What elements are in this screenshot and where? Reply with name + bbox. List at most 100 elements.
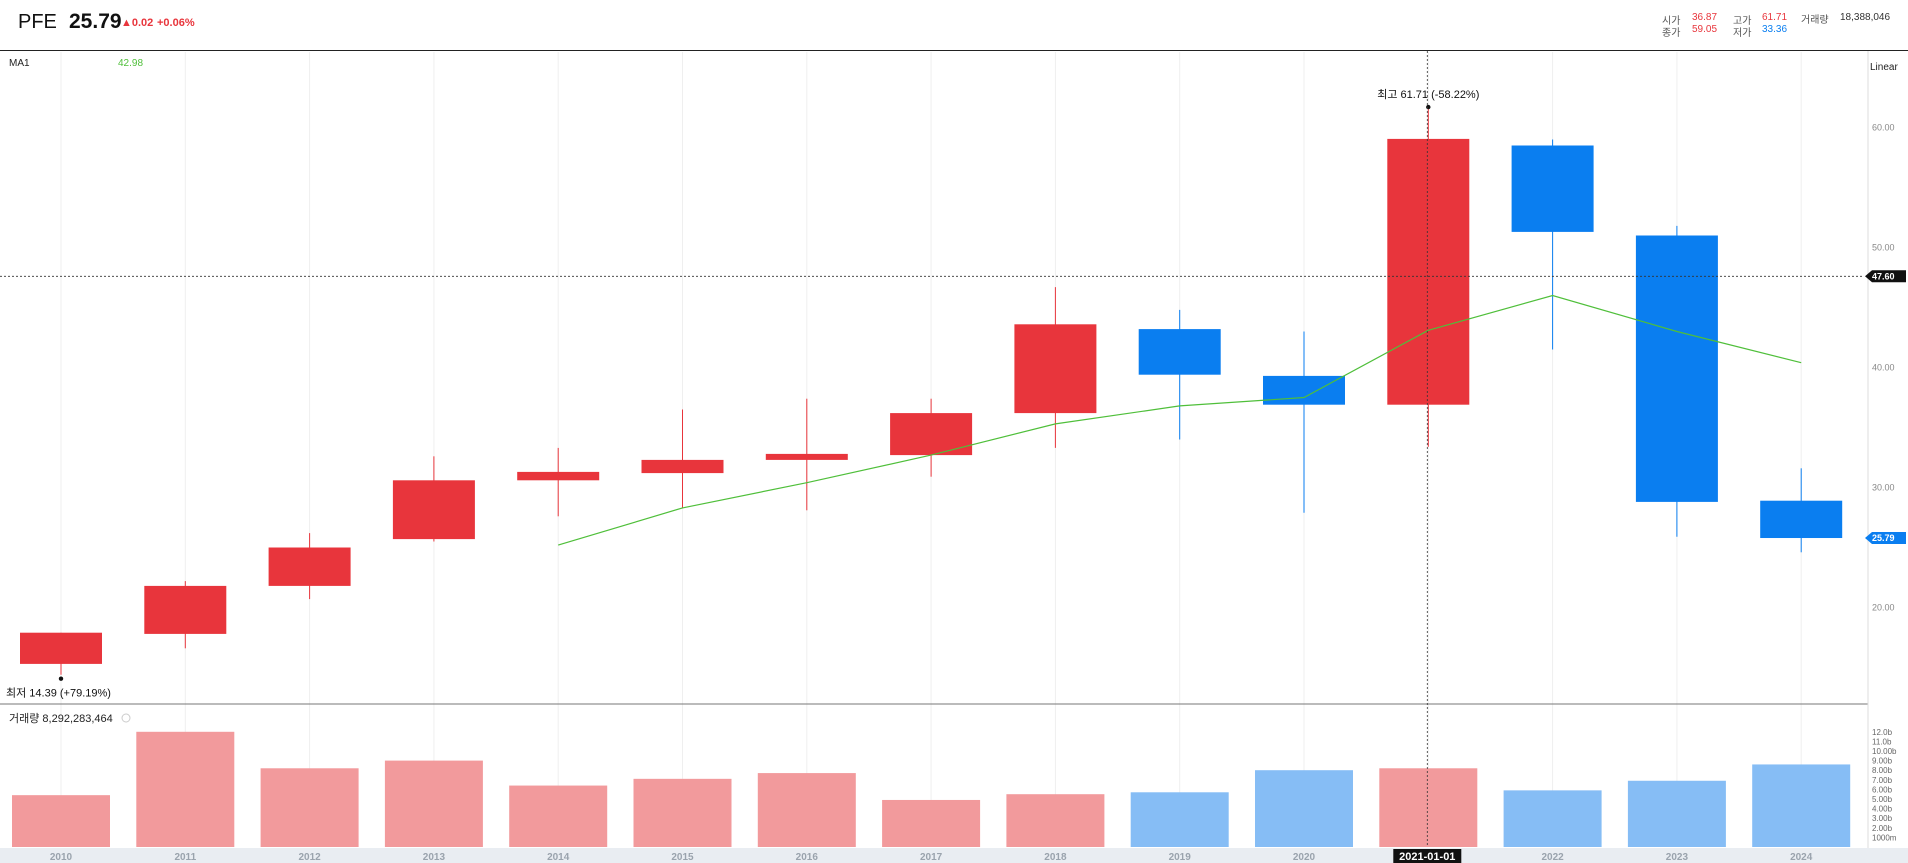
candle-body-2010 (20, 632, 102, 664)
time-tick-label: 2015 (671, 852, 694, 863)
volume-bar-2018 (1006, 794, 1105, 847)
ma-line (558, 294, 1802, 546)
stat-low-label: 저가 (1733, 28, 1752, 39)
volume-bar-2013 (384, 760, 483, 847)
volume-bars (12, 731, 1851, 847)
symbol[interactable]: PFE (18, 11, 57, 33)
time-tick-label: 2018 (1044, 852, 1067, 863)
volume-bar-2017 (882, 799, 981, 847)
candle-body-2014 (517, 471, 600, 481)
grid (0, 51, 1908, 863)
candle-body-2024 (1760, 500, 1843, 539)
volume-bar-2010 (12, 795, 110, 847)
volume-close-icon (121, 713, 131, 723)
volume-bar-2015 (633, 778, 732, 847)
stat-open-label: 시가 (1662, 16, 1681, 27)
scale-mode-label: Linear (1870, 62, 1898, 73)
stat-low-value: 33.36 (1762, 24, 1788, 35)
time-tick-label: 2010 (50, 852, 73, 863)
time-tick-label: 2023 (1666, 852, 1689, 863)
price-tick-label: 50.00 (1872, 243, 1895, 253)
last-price-flag (1865, 532, 1906, 545)
volume-tick-label: 2.00b (1872, 824, 1893, 833)
stat-low: 저가 (1733, 24, 1751, 39)
last-price: 25.79 (69, 10, 122, 33)
volume-bar-2023 (1627, 780, 1726, 847)
candle-body-2016 (765, 453, 848, 460)
volume-bar-2011 (136, 731, 235, 847)
stat-close-value: 59.05 (1692, 24, 1718, 35)
volume-tick-label: 11.0b (1872, 737, 1892, 746)
stat-volume-value: 18,388,046 (1840, 12, 1891, 23)
volume-tick-label: 8.00b (1872, 766, 1893, 775)
candle-body-2017 (890, 413, 973, 456)
price-tick-label: 40.00 (1872, 363, 1895, 373)
stat-high-label: 고가 (1733, 16, 1752, 27)
stat-volume-label: 거래량 (1801, 15, 1829, 26)
stat-high-value: 61.71 (1762, 12, 1788, 23)
crosshair-price-flag (1865, 270, 1906, 283)
quote-header: PFE 25.79 ▲0.02 +0.06% 시가 36.87 고가 61.71… (0, 0, 1908, 51)
ma-line (558, 294, 1802, 546)
min-annotation: 최저 14.39 (+79.19%) (6, 687, 111, 700)
volume-tick-label: 6.00b (1872, 785, 1893, 794)
time-axis-bg (0, 848, 1908, 863)
price-change: ▲0.02 (121, 17, 154, 29)
crosshair-date-label: 2021-01-01 (1399, 851, 1455, 863)
stat-close: 종가 (1662, 24, 1680, 39)
min-marker (58, 676, 64, 681)
time-tick-label: 2011 (174, 852, 196, 863)
volume-tick-label: 12.0b (1872, 728, 1893, 737)
time-tick-label: 2013 (423, 852, 446, 863)
time-tick-label: 2014 (547, 852, 570, 863)
volume-bar-2024 (1752, 764, 1851, 847)
time-tick-label: 2020 (1293, 852, 1316, 863)
time-tick-label: 2019 (1169, 852, 1192, 863)
volume-bar-2021 (1379, 768, 1478, 847)
candle-body-2023 (1635, 235, 1718, 502)
price-tick-label: 60.00 (1872, 123, 1895, 133)
volume-bar-2020 (1255, 770, 1353, 847)
price-tick-label: 30.00 (1872, 483, 1895, 493)
stat-open-value: 36.87 (1692, 12, 1718, 23)
crosshair-date-flag (1393, 849, 1462, 863)
candle-body-2012 (268, 547, 351, 586)
stat-high: 고가 (1733, 12, 1751, 27)
volume-bar-2022 (1503, 790, 1602, 847)
volume-label: 거래량 8,292,283,464 (9, 712, 113, 725)
crosshair-price-label: 47.60 (1872, 271, 1895, 281)
volume-tick-label: 5.00b (1872, 795, 1893, 804)
candle-body-2013 (392, 480, 475, 540)
volume-tick-label: 9.00b (1872, 757, 1893, 766)
candle-body-2021 (1387, 138, 1470, 405)
time-tick-label: 2012 (298, 852, 321, 863)
candles (20, 107, 1843, 675)
candle-body-2018 (1014, 324, 1097, 414)
stat-close-label: 종가 (1662, 28, 1681, 39)
volume-bar-2012 (260, 768, 359, 847)
last-price-label: 25.79 (1872, 533, 1895, 543)
time-tick-label: 2024 (1790, 852, 1813, 863)
candle-body-2015 (641, 459, 724, 474)
volume-bar-2014 (509, 785, 608, 847)
candle-body-2019 (1138, 329, 1221, 375)
candle-body-2022 (1511, 145, 1594, 232)
candle-body-2011 (144, 585, 227, 634)
max-marker (1426, 104, 1431, 110)
ma-label: MA1 (9, 58, 30, 69)
time-tick-label: 2022 (1541, 852, 1564, 863)
stat-volume: 거래량 (1801, 11, 1829, 26)
ma-value: 42.98 (118, 58, 143, 69)
volume-tick-label: 1000m (1872, 833, 1897, 842)
time-tick-label: 2017 (920, 852, 943, 863)
volume-tick-label: 3.00b (1872, 814, 1893, 823)
time-tick-label: 2016 (796, 852, 819, 863)
max-annotation: 최고 61.71 (-58.22%) (1377, 88, 1479, 101)
volume-bar-2016 (757, 773, 856, 847)
volume-tick-label: 10.00b (1872, 747, 1897, 756)
axes: 20.00 30.00 40.00 50.00 60.00 12.0b11.0b10.00… (9, 58, 1898, 863)
volume-tick-label: 7.00b (1872, 776, 1893, 785)
volume-tick-label: 4.00b (1872, 805, 1893, 814)
volume-bar-2019 (1130, 792, 1229, 847)
